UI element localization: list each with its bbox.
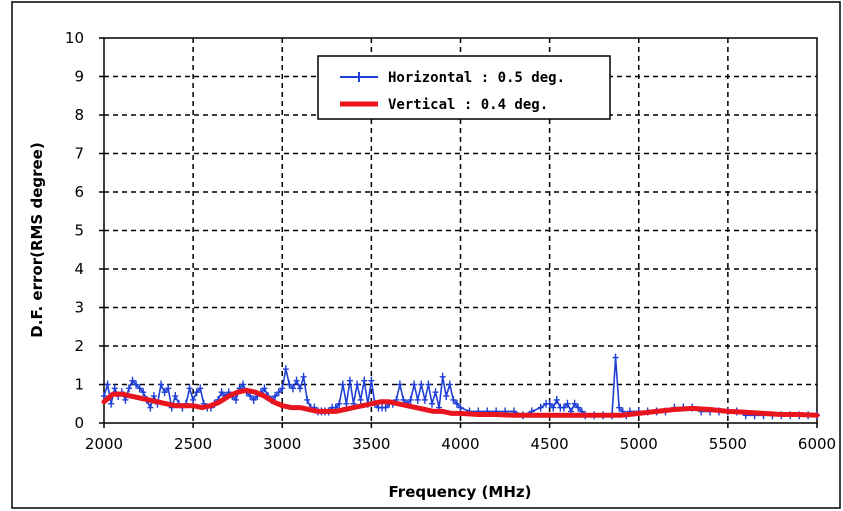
data-point-horizontal bbox=[361, 376, 368, 385]
data-point-horizontal bbox=[428, 399, 435, 408]
data-point-horizontal bbox=[261, 384, 268, 393]
data-point-horizontal bbox=[346, 376, 353, 385]
data-point-horizontal bbox=[357, 395, 364, 404]
data-point-horizontal bbox=[111, 384, 118, 393]
series-layer bbox=[101, 353, 820, 420]
data-point-horizontal bbox=[446, 380, 453, 389]
y-tick-label: 10 bbox=[65, 29, 84, 47]
x-axis-ticks: 2000 2500 3000 3500 4000 4500 5000 5500 6000 bbox=[85, 423, 836, 453]
data-point-horizontal bbox=[560, 403, 567, 412]
data-point-horizontal bbox=[108, 399, 115, 408]
data-point-horizontal bbox=[282, 365, 289, 374]
data-point-horizontal bbox=[546, 399, 553, 408]
data-point-horizontal bbox=[411, 380, 418, 389]
x-tick-label: 5000 bbox=[620, 435, 658, 453]
data-point-horizontal bbox=[612, 353, 619, 362]
data-point-horizontal bbox=[457, 403, 464, 412]
data-point-horizontal bbox=[293, 376, 300, 385]
data-point-horizontal bbox=[421, 395, 428, 404]
data-point-horizontal bbox=[418, 380, 425, 389]
data-point-horizontal bbox=[289, 384, 296, 393]
legend-marker-horizontal bbox=[354, 72, 364, 82]
data-point-horizontal bbox=[343, 399, 350, 408]
x-tick-label: 2000 bbox=[85, 435, 123, 453]
data-point-horizontal bbox=[575, 403, 582, 412]
y-axis-ticks: 0 1 2 3 4 5 6 7 8 9 10 bbox=[65, 29, 104, 432]
y-tick-label: 8 bbox=[74, 106, 84, 124]
data-point-horizontal bbox=[104, 380, 111, 389]
y-tick-label: 7 bbox=[74, 145, 84, 163]
data-point-horizontal bbox=[304, 395, 311, 404]
data-point-horizontal bbox=[425, 380, 432, 389]
data-point-horizontal bbox=[279, 384, 286, 393]
legend-box bbox=[317, 55, 611, 120]
data-point-horizontal bbox=[158, 380, 165, 389]
data-point-horizontal bbox=[414, 395, 421, 404]
x-tick-label: 4500 bbox=[531, 435, 569, 453]
data-point-horizontal bbox=[407, 395, 414, 404]
data-point-horizontal bbox=[165, 384, 172, 393]
y-tick-label: 5 bbox=[74, 222, 84, 240]
data-point-horizontal bbox=[240, 380, 247, 389]
y-axis-title: D.F. error(RMS degree) bbox=[28, 142, 46, 337]
data-point-horizontal bbox=[450, 395, 457, 404]
x-tick-label: 2500 bbox=[174, 435, 212, 453]
data-point-horizontal bbox=[147, 403, 154, 412]
data-point-horizontal bbox=[382, 403, 389, 412]
data-point-horizontal bbox=[571, 399, 578, 408]
y-tick-label: 1 bbox=[74, 376, 84, 394]
data-point-horizontal bbox=[616, 403, 623, 412]
x-tick-label: 5500 bbox=[709, 435, 747, 453]
data-point-horizontal bbox=[396, 380, 403, 389]
data-point-horizontal bbox=[275, 388, 282, 397]
data-point-horizontal bbox=[232, 395, 239, 404]
data-point-horizontal bbox=[300, 372, 307, 381]
data-point-horizontal bbox=[125, 384, 132, 393]
data-point-horizontal bbox=[140, 388, 147, 397]
data-point-horizontal bbox=[432, 388, 439, 397]
data-point-horizontal bbox=[443, 392, 450, 401]
data-point-horizontal bbox=[297, 384, 304, 393]
x-tick-label: 3000 bbox=[263, 435, 301, 453]
data-point-horizontal bbox=[190, 395, 197, 404]
data-point-horizontal bbox=[368, 376, 375, 385]
data-point-horizontal bbox=[564, 399, 571, 408]
y-tick-label: 9 bbox=[74, 68, 84, 86]
data-point-horizontal bbox=[186, 384, 193, 393]
data-point-horizontal bbox=[136, 384, 143, 393]
data-point-horizontal bbox=[218, 388, 225, 397]
x-axis-title: Frequency (MHz) bbox=[389, 483, 532, 501]
legend-label-horizontal: Horizontal : 0.5 deg. bbox=[388, 70, 565, 86]
y-tick-label: 2 bbox=[74, 337, 84, 355]
data-point-horizontal bbox=[336, 399, 343, 408]
series-line-vertical bbox=[101, 387, 820, 418]
data-point-horizontal bbox=[553, 395, 560, 404]
data-point-horizontal bbox=[161, 388, 168, 397]
data-point-horizontal bbox=[286, 380, 293, 389]
x-tick-label: 6000 bbox=[798, 435, 836, 453]
gridlines bbox=[104, 38, 817, 423]
data-point-horizontal bbox=[537, 403, 544, 412]
y-tick-label: 4 bbox=[74, 260, 84, 278]
data-point-horizontal bbox=[453, 399, 460, 408]
y-tick-label: 3 bbox=[74, 299, 84, 317]
data-point-horizontal bbox=[133, 380, 140, 389]
data-point-horizontal bbox=[272, 392, 279, 401]
data-point-horizontal bbox=[172, 392, 179, 401]
data-point-horizontal bbox=[250, 395, 257, 404]
data-point-horizontal bbox=[339, 380, 346, 389]
data-point-horizontal bbox=[129, 376, 136, 385]
data-point-horizontal bbox=[550, 403, 557, 412]
x-tick-label: 3500 bbox=[352, 435, 390, 453]
y-tick-label: 6 bbox=[74, 183, 84, 201]
data-point-horizontal bbox=[439, 372, 446, 381]
x-tick-label: 4000 bbox=[441, 435, 479, 453]
legend-label-vertical: Vertical : 0.4 deg. bbox=[388, 97, 548, 113]
legend: Horizontal : 0.5 deg. Vertical : 0.4 deg… bbox=[317, 55, 611, 120]
data-point-horizontal bbox=[197, 384, 204, 393]
data-point-horizontal bbox=[354, 380, 361, 389]
y-tick-label: 0 bbox=[74, 414, 84, 432]
data-point-horizontal bbox=[193, 388, 200, 397]
